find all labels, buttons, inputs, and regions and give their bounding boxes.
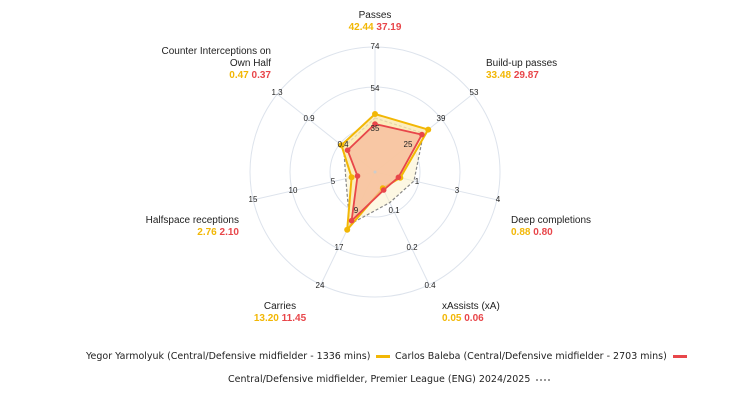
tick-label: 24 <box>316 281 325 290</box>
legend-label: Yegor Yarmolyuk (Central/Defensive midfi… <box>86 351 371 362</box>
data-point <box>380 187 387 193</box>
tick-label: 0.2 <box>406 243 418 252</box>
axis-label-deep: Deep completions 0.88 0.80 <box>511 215 631 239</box>
legend-swatch-icon <box>672 355 687 358</box>
legend-item-player1[interactable]: Yegor Yarmolyuk (Central/Defensive midfi… <box>86 351 391 362</box>
data-point <box>395 174 402 181</box>
tick-label: 25 <box>404 140 413 149</box>
data-point <box>344 226 351 233</box>
data-point <box>372 111 378 117</box>
axis-values: 0.05 0.06 <box>442 313 562 325</box>
tick-labels: 35 54 74 25 39 53 1 3 4 0.1 0.2 0.4 9 17… <box>249 42 501 290</box>
data-point <box>344 147 351 153</box>
axis-title-text: Halfspace receptions <box>145 215 239 226</box>
tick-label: 9 <box>354 206 359 215</box>
data-point <box>372 121 378 127</box>
tick-label: 1 <box>415 177 420 186</box>
axis-values: 42.44 37.19 <box>335 22 415 34</box>
tick-label: 39 <box>437 114 446 123</box>
tick-label: 0.1 <box>388 206 400 215</box>
axis-values: 13.20 11.45 <box>240 313 320 325</box>
player1-value: 0.88 <box>511 227 531 238</box>
data-point <box>338 142 345 149</box>
player1-value: 2.76 <box>197 227 217 238</box>
axis-title: Counter Interceptions on <box>161 46 271 57</box>
axis-label-carries: Carries 13.20 11.45 <box>240 301 320 325</box>
tick-label: 0.4 <box>337 140 349 149</box>
axis-label-xa: xAssists (xA) 0.05 0.06 <box>442 301 562 325</box>
axis-title: Carries <box>263 301 297 312</box>
legend-swatch-icon <box>376 355 391 358</box>
axis-title: xAssists (xA) <box>442 301 500 312</box>
tick-label: 35 <box>371 124 380 133</box>
tick-label: 53 <box>470 88 479 97</box>
player2-value: 2.10 <box>219 227 239 238</box>
legend-swatch-icon <box>536 378 551 381</box>
tick-label: 15 <box>249 195 258 204</box>
legend-label: Central/Defensive midfielder, Premier Le… <box>228 374 531 385</box>
data-point <box>354 173 361 179</box>
axis-title-line2: Own Half <box>229 58 271 69</box>
player2-value: 0.37 <box>251 70 271 81</box>
player2-value: 0.06 <box>464 313 484 324</box>
player1-value: 0.05 <box>442 313 462 324</box>
legend-item-player2[interactable]: Carlos Baleba (Central/Defensive midfiel… <box>395 351 687 362</box>
tick-label: 0.9 <box>303 114 315 123</box>
tick-label: 10 <box>289 186 298 195</box>
data-point <box>348 217 355 224</box>
axis-label-halfspace: Halfspace receptions 2.76 2.10 <box>100 215 239 239</box>
data-point <box>348 174 355 181</box>
axis-values: 2.76 2.10 <box>100 227 239 239</box>
player2-value: 11.45 <box>281 313 307 324</box>
player1-value: 0.47 <box>229 70 249 81</box>
player2-points <box>344 121 425 224</box>
axis-values: 33.48 29.87 <box>486 70 606 82</box>
tick-label: 54 <box>371 84 380 93</box>
player1-value: 13.20 <box>253 313 279 324</box>
data-point <box>419 131 425 138</box>
axis-label-buildup: Build-up passes 33.48 29.87 <box>486 58 606 82</box>
legend-label: Carlos Baleba (Central/Defensive midfiel… <box>395 351 667 362</box>
axis-values: 0.88 0.80 <box>511 227 631 239</box>
player2-value: 29.87 <box>513 70 539 81</box>
tick-label: 1.3 <box>271 88 283 97</box>
axis-label-counter: Counter Interceptions on Own Half 0.47 0… <box>130 46 271 82</box>
axis-title: Halfspace receptions <box>100 215 239 227</box>
data-point <box>425 126 432 133</box>
center-point <box>373 170 377 174</box>
axis-title: Passes <box>358 10 392 21</box>
axis-values: 0.47 0.37 <box>130 70 271 82</box>
player1-value: 33.48 <box>486 70 512 81</box>
tick-label: 0.4 <box>424 281 436 290</box>
player2-value: 37.19 <box>376 22 402 33</box>
tick-label: 4 <box>496 195 501 204</box>
tick-label: 74 <box>371 42 380 51</box>
tick-label: 3 <box>455 186 460 195</box>
player1-value: 42.44 <box>348 22 374 33</box>
axis-title: Deep completions <box>511 215 592 226</box>
tick-label: 5 <box>331 177 336 186</box>
tick-label: 17 <box>335 243 344 252</box>
player2-polygon <box>346 123 424 224</box>
player2-value: 0.80 <box>533 227 553 238</box>
axis-label-passes: Passes 42.44 37.19 <box>335 10 415 34</box>
legend-item-average[interactable]: Central/Defensive midfielder, Premier Le… <box>228 374 551 385</box>
axis-title: Build-up passes <box>486 58 558 69</box>
